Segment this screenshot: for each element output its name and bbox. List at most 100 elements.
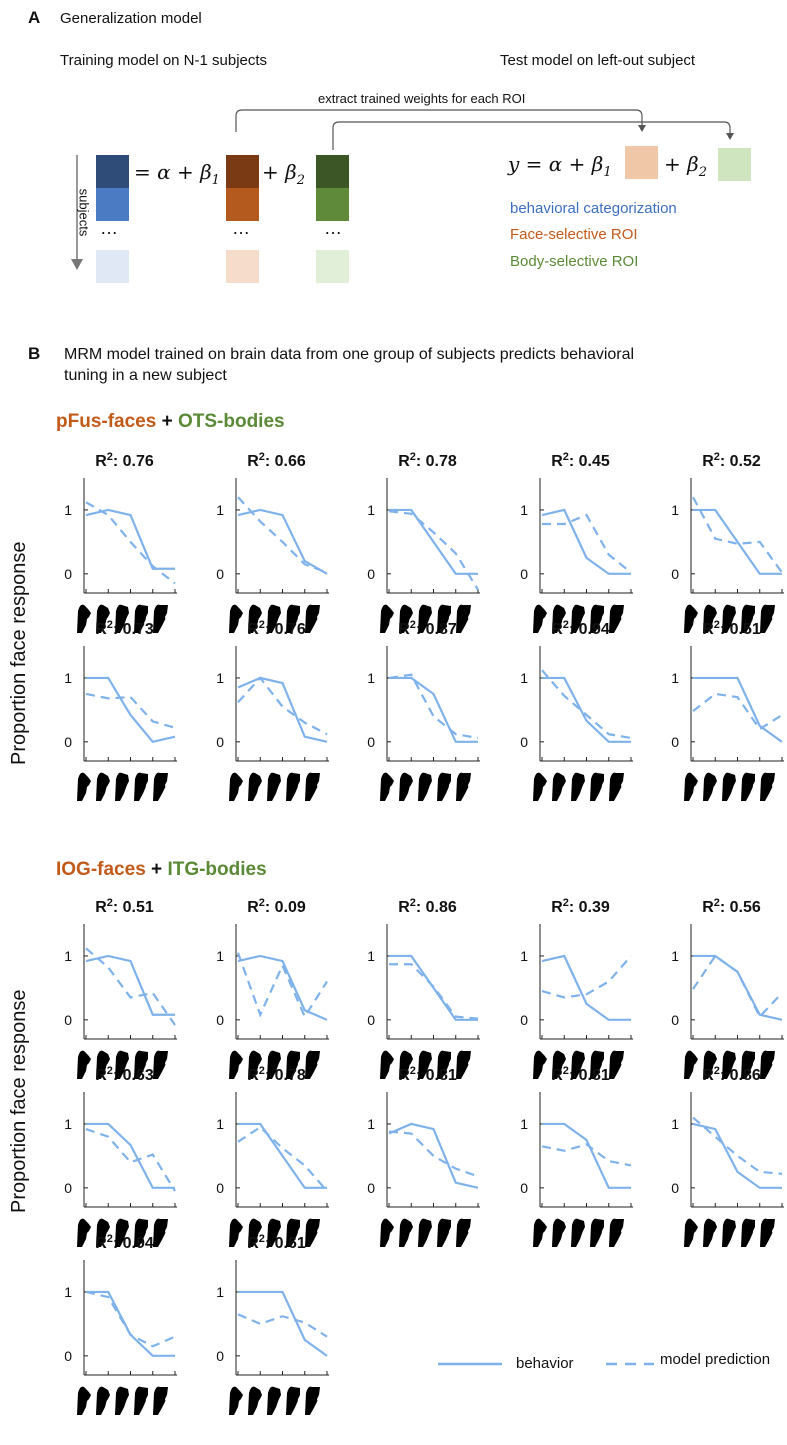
hand-icon bbox=[437, 1218, 451, 1247]
panel-b-letter: B bbox=[28, 344, 41, 363]
face-roi-square-1 bbox=[226, 155, 259, 188]
hand-icon bbox=[684, 1050, 698, 1079]
hand-icon bbox=[134, 604, 148, 633]
model-prediction-line bbox=[692, 496, 783, 574]
hand-icon bbox=[380, 772, 394, 801]
model-prediction-line bbox=[85, 501, 176, 585]
hand-icon bbox=[248, 772, 262, 801]
hand-icon bbox=[115, 604, 129, 633]
hand-icon bbox=[267, 604, 281, 633]
hand-icon bbox=[703, 1218, 717, 1247]
hand-icon bbox=[533, 1218, 547, 1247]
y-tick-label: 0 bbox=[64, 1180, 72, 1196]
r2-title: R2: 0.56 bbox=[702, 897, 761, 916]
y-tick-label: 0 bbox=[520, 734, 528, 750]
model-prediction-line bbox=[85, 1290, 176, 1348]
hand-icon bbox=[741, 1050, 755, 1079]
hand-icon bbox=[380, 604, 394, 633]
hand-icon bbox=[760, 604, 775, 633]
behavior-line bbox=[692, 1122, 782, 1189]
r2-title: R2: 0.73 bbox=[95, 619, 154, 638]
panel-a-letter: A bbox=[28, 8, 41, 27]
hand-icon bbox=[571, 1218, 585, 1247]
hand-icon bbox=[134, 1386, 148, 1415]
r2-title: R2: 0.86 bbox=[398, 897, 457, 916]
y-tick-label: 0 bbox=[216, 1348, 224, 1364]
y-tick-label: 0 bbox=[671, 566, 679, 582]
hand-icon bbox=[722, 772, 736, 801]
hand-icon bbox=[703, 1050, 717, 1079]
hand-icon bbox=[418, 772, 432, 801]
hand-icon bbox=[305, 1050, 320, 1079]
hand-icon bbox=[609, 772, 624, 801]
behavior-line bbox=[237, 954, 328, 1021]
hand-icon bbox=[286, 604, 300, 633]
y-tick-label: 1 bbox=[64, 1284, 72, 1300]
y-tick-label: 1 bbox=[216, 1284, 224, 1300]
y-tick-label: 0 bbox=[64, 734, 72, 750]
hand-icon bbox=[248, 1050, 262, 1079]
r2-title: R2: 0.45 bbox=[551, 451, 610, 470]
equation-beta2: + β2 bbox=[262, 160, 305, 188]
behavior-line bbox=[237, 676, 328, 743]
model-prediction-line bbox=[692, 954, 783, 1019]
y-tick-label: 1 bbox=[520, 502, 528, 518]
y-tick-label: 0 bbox=[216, 566, 224, 582]
behavior-line bbox=[541, 508, 631, 575]
hand-icon bbox=[77, 1218, 91, 1247]
hand-icon bbox=[229, 604, 243, 633]
group1-header: pFus-faces + OTS-bodies bbox=[56, 411, 285, 432]
hand-icon bbox=[286, 1050, 300, 1079]
arrow-label: extract trained weights for each ROI bbox=[318, 91, 526, 106]
hand-icon bbox=[96, 1218, 110, 1247]
r2-title: R2: 0.66 bbox=[247, 451, 306, 470]
y-tick-label: 1 bbox=[64, 502, 72, 518]
y-tick-label: 1 bbox=[64, 670, 72, 686]
legend-behavior-line bbox=[438, 1362, 502, 1366]
r2-title: R2: 0.51 bbox=[95, 897, 154, 916]
hand-icon bbox=[153, 772, 168, 801]
test-equation: y = α + β1 bbox=[508, 152, 612, 180]
hand-icon bbox=[571, 1050, 585, 1079]
y-tick-label: 1 bbox=[216, 670, 224, 686]
legend-behavioral: behavioral categorization bbox=[510, 200, 677, 217]
model-prediction-line bbox=[692, 1116, 783, 1175]
model-prediction-line bbox=[388, 1130, 479, 1178]
hand-icon bbox=[229, 1050, 243, 1079]
hand-icon bbox=[760, 772, 775, 801]
behavior-line bbox=[693, 954, 783, 1021]
hand-icon bbox=[115, 772, 129, 801]
r2-title: R2: 0.86 bbox=[702, 1065, 761, 1084]
behavior-square-n bbox=[96, 250, 129, 283]
y-tick-label: 0 bbox=[216, 1180, 224, 1196]
hand-icon bbox=[134, 1050, 148, 1079]
model-prediction-line bbox=[388, 510, 479, 591]
hand-icon bbox=[552, 772, 566, 801]
model-prediction-line bbox=[541, 1143, 632, 1167]
behavior-line bbox=[389, 954, 478, 1021]
model-prediction-line bbox=[542, 513, 632, 574]
hand-icon bbox=[153, 604, 168, 633]
y-tick-label: 1 bbox=[367, 948, 375, 964]
r2-title: R2: 0.63 bbox=[95, 1065, 154, 1084]
behavior-square-2 bbox=[96, 188, 129, 221]
test-face-square bbox=[625, 146, 658, 179]
behavior-line bbox=[542, 1122, 631, 1189]
hand-icon bbox=[134, 772, 148, 801]
hand-icon bbox=[760, 1050, 775, 1079]
hand-icon bbox=[77, 772, 91, 801]
hand-icon bbox=[418, 1218, 432, 1247]
behavior-square-1 bbox=[96, 155, 129, 188]
hand-icon bbox=[96, 1050, 110, 1079]
hand-icon bbox=[267, 1218, 281, 1247]
hand-icon bbox=[590, 1218, 604, 1247]
r2-title: R2: 0.61 bbox=[247, 1233, 306, 1252]
hand-icon bbox=[552, 1050, 566, 1079]
hand-icon bbox=[456, 1218, 471, 1247]
hand-icon bbox=[418, 1050, 432, 1079]
panel-a-title: Generalization model bbox=[60, 10, 202, 27]
hand-icon bbox=[267, 1386, 281, 1415]
r2-title: R2: 0.76 bbox=[95, 451, 154, 470]
legend-model-label: model prediction bbox=[660, 1351, 771, 1368]
hand-icon bbox=[267, 772, 281, 801]
